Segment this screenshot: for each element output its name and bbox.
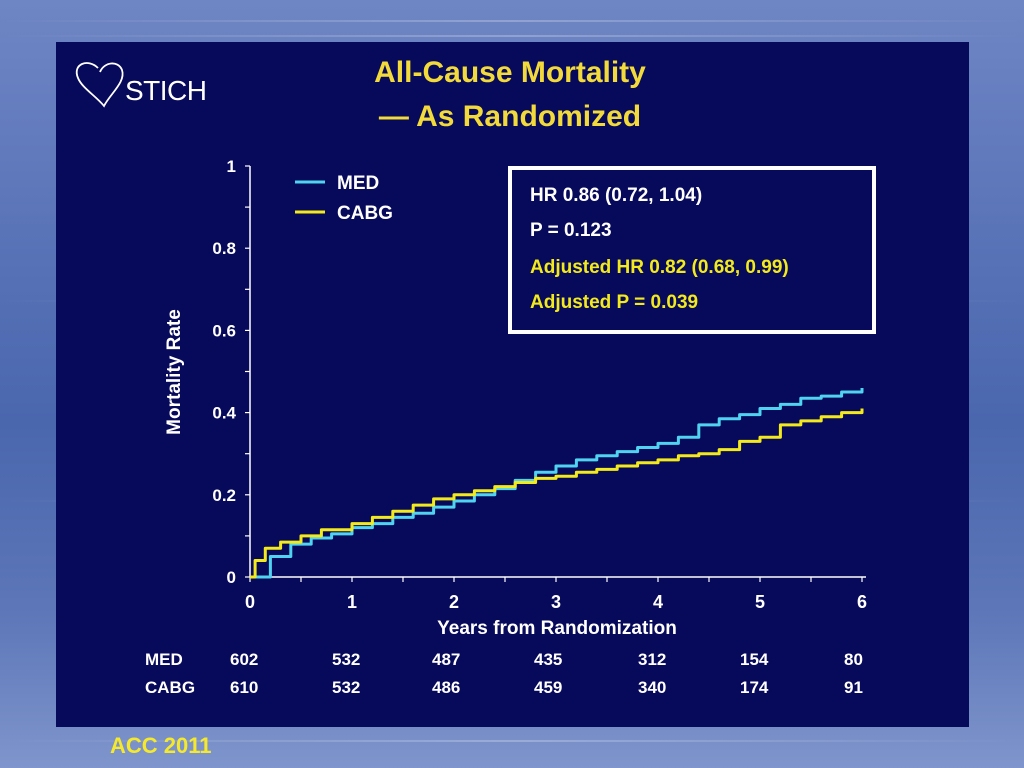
chart-legend: MED CABG [295, 173, 393, 224]
stats-hr: HR 0.86 (0.72, 1.04) [530, 185, 702, 206]
y-tick-label: 0.4 [212, 404, 236, 423]
risk-value: 435 [534, 650, 563, 669]
legend-label-cabg: CABG [337, 203, 393, 224]
risk-value: 532 [332, 650, 361, 669]
chart-series [250, 387, 864, 579]
x-tick-label: 4 [653, 592, 663, 612]
footer-text: ACC 2011 [110, 733, 212, 758]
x-tick-label: 3 [551, 592, 561, 612]
risk-value: 174 [740, 678, 769, 697]
y-axis-label: Mortality Rate [164, 309, 185, 435]
y-tick-label: 1 [227, 157, 236, 176]
legend-label-med: MED [337, 173, 379, 194]
stats-p: P = 0.123 [530, 220, 612, 241]
risk-value: 154 [740, 650, 769, 669]
x-tick-label: 1 [347, 592, 357, 612]
risk-value: 459 [534, 678, 563, 697]
logo-text: STICH [125, 75, 207, 106]
chart-ticks: 0 0.2 0.4 0.6 0.8 1 0 1 2 3 4 5 6 [212, 157, 867, 612]
slide-title-line2: — As Randomized [378, 100, 642, 133]
risk-value: 80 [844, 650, 863, 669]
series-line-cabg [250, 408, 864, 579]
x-tick-label: 6 [857, 592, 867, 612]
stats-adjusted-p: Adjusted P = 0.039 [530, 292, 698, 313]
risk-label-cabg: CABG [145, 678, 196, 697]
y-tick-label: 0.6 [212, 321, 236, 340]
risk-value: 610 [230, 678, 259, 697]
series-line-med [250, 387, 864, 579]
x-tick-label: 2 [449, 592, 459, 612]
risk-value: 340 [638, 678, 667, 697]
risk-value: 91 [844, 678, 863, 697]
x-tick-label: 5 [755, 592, 765, 612]
y-tick-label: 0.2 [212, 486, 236, 505]
y-tick-label: 0.8 [212, 239, 236, 258]
stats-adjusted-hr: Adjusted HR 0.82 (0.68, 0.99) [530, 257, 789, 278]
risk-value: 486 [432, 678, 461, 697]
slide-title-line1: All-Cause Mortality [374, 56, 646, 89]
risk-value: 602 [230, 650, 259, 669]
risk-value: 487 [432, 650, 461, 669]
risk-label-med: MED [145, 650, 183, 669]
risk-value: 312 [638, 650, 667, 669]
slide-panel [56, 42, 969, 727]
stich-logo-heart-icon [75, 62, 124, 108]
x-axis-label: Years from Randomization [437, 618, 677, 639]
stats-box: HR 0.86 (0.72, 1.04) P = 0.123 Adjusted … [508, 166, 876, 334]
risk-value: 532 [332, 678, 361, 697]
y-tick-label: 0 [227, 568, 236, 587]
x-tick-label: 0 [245, 592, 255, 612]
